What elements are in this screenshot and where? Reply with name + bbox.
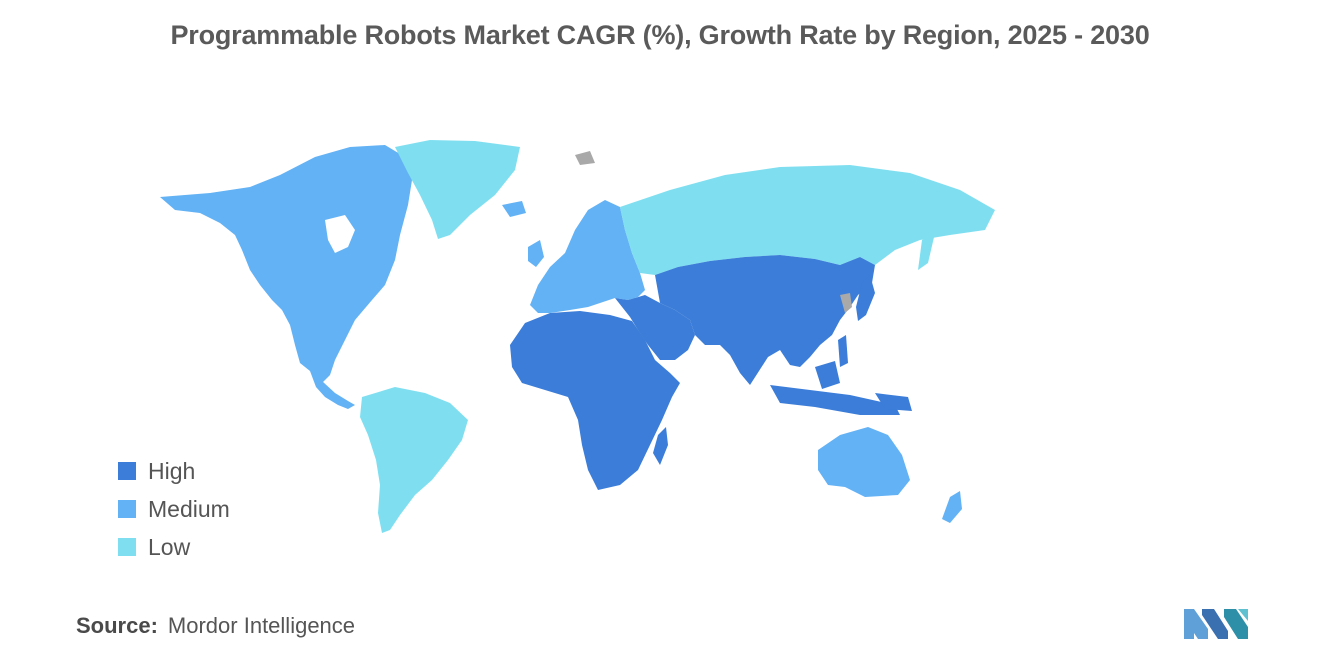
region-kamchatka [918, 233, 935, 270]
legend-item-low: Low [118, 528, 230, 566]
world-map [160, 140, 995, 533]
region-japan [856, 275, 875, 321]
source-label: Source: [76, 613, 158, 638]
legend: High Medium Low [118, 452, 230, 566]
region-borneo [815, 361, 840, 389]
region-russia [620, 165, 995, 275]
region-new-zealand [942, 491, 962, 523]
region-africa [510, 311, 680, 490]
region-middle-east [615, 295, 695, 360]
region-australia [818, 427, 910, 497]
region-south-america [360, 387, 468, 533]
region-asia [655, 255, 875, 385]
region-svalbard [575, 151, 595, 165]
region-korea [840, 293, 852, 313]
source-value: Mordor Intelligence [167, 613, 356, 638]
legend-label-medium: Medium [148, 495, 230, 522]
region-iceland [502, 201, 526, 217]
legend-item-medium: Medium [118, 490, 230, 528]
region-philippines [838, 335, 848, 367]
region-central-america [310, 371, 355, 409]
mordor-logo-icon [1184, 609, 1248, 639]
region-southeast-asia [770, 385, 900, 415]
region-madagascar [653, 427, 668, 465]
legend-swatch-low [118, 538, 136, 556]
legend-item-high: High [118, 452, 230, 490]
region-uk [528, 240, 544, 267]
chart-title: Programmable Robots Market CAGR (%), Gro… [170, 20, 1150, 50]
legend-label-low: Low [148, 533, 191, 560]
region-greenland [395, 140, 520, 239]
region-north-america [160, 145, 412, 385]
source-line: Source: Mordor Intelligence [76, 613, 355, 639]
region-papua [875, 393, 912, 411]
legend-swatch-high [118, 462, 136, 480]
legend-swatch-medium [118, 500, 136, 518]
legend-label-high: High [148, 457, 196, 484]
region-europe [530, 200, 645, 313]
